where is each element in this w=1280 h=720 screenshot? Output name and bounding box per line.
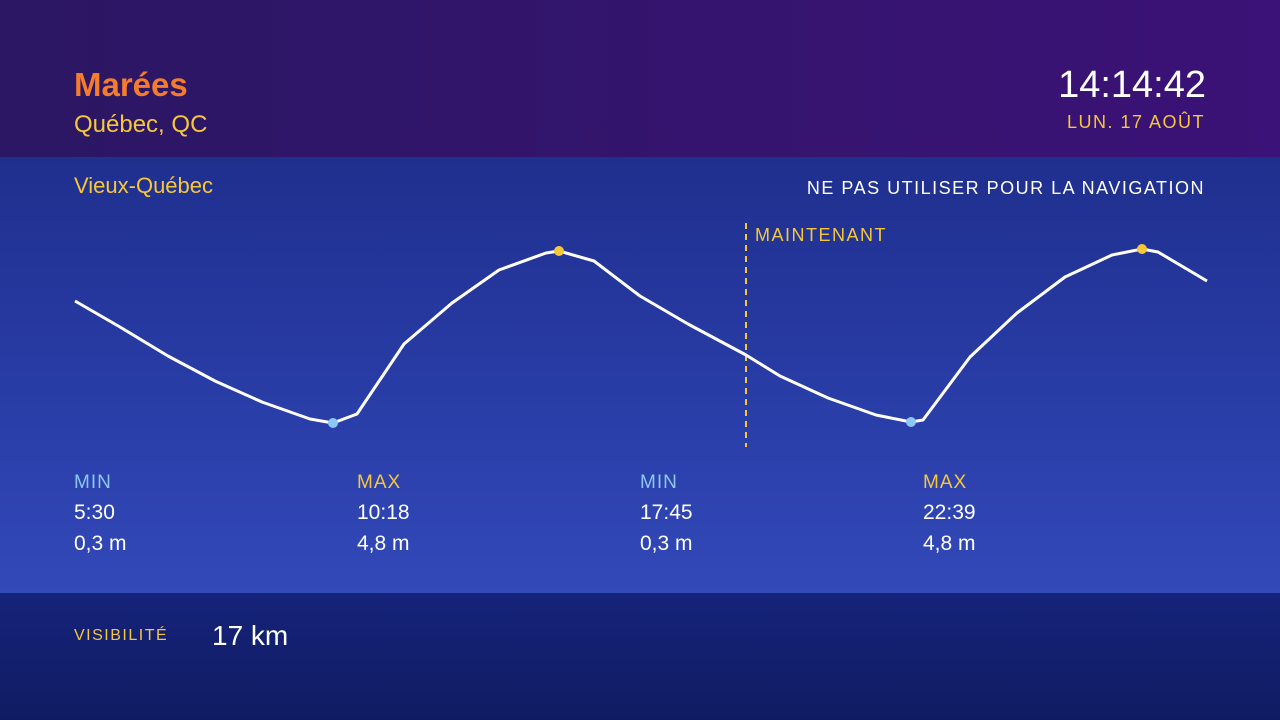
app-title: Marées bbox=[74, 66, 188, 103]
tide-kind: MAX bbox=[923, 472, 968, 493]
now-label: MAINTENANT bbox=[755, 225, 887, 245]
tide-time: 17:45 bbox=[640, 501, 693, 524]
footer: VISIBILITÉ 17 km bbox=[0, 593, 1280, 720]
low-tide-dot bbox=[328, 418, 338, 428]
tide-curve bbox=[74, 247, 1208, 425]
tide-height: 4,8 m bbox=[923, 532, 976, 555]
tide-height: 0,3 m bbox=[74, 532, 127, 555]
tide-panel: Vieux-Québec NE PAS UTILISER POUR LA NAV… bbox=[0, 157, 1280, 593]
location: Québec, QC bbox=[74, 111, 208, 138]
tide-time: 5:30 bbox=[74, 501, 115, 524]
tide-kind: MIN bbox=[640, 472, 678, 493]
tide-height: 4,8 m bbox=[357, 532, 410, 555]
visibility-label: VISIBILITÉ bbox=[74, 627, 169, 644]
tide-kind: MAX bbox=[357, 472, 402, 493]
tide-kind: MIN bbox=[74, 472, 112, 493]
visibility-value: 17 km bbox=[212, 620, 289, 651]
tide-height: 0,3 m bbox=[640, 532, 693, 555]
clock: 14:14:42 bbox=[1058, 64, 1206, 106]
high-tide-dot bbox=[554, 246, 564, 256]
header: Marées Québec, QC 14:14:42 LUN. 17 AOÛT bbox=[0, 0, 1280, 157]
date: LUN. 17 AOÛT bbox=[1066, 112, 1205, 132]
low-tide-dot bbox=[906, 417, 916, 427]
tide-time: 10:18 bbox=[357, 501, 410, 524]
high-tide-dot bbox=[1137, 244, 1147, 254]
warning: NE PAS UTILISER POUR LA NAVIGATION bbox=[806, 178, 1205, 198]
tide-time: 22:39 bbox=[923, 501, 976, 524]
tide-curve-graphic bbox=[74, 223, 1208, 447]
station-name: Vieux-Québec bbox=[74, 173, 214, 198]
